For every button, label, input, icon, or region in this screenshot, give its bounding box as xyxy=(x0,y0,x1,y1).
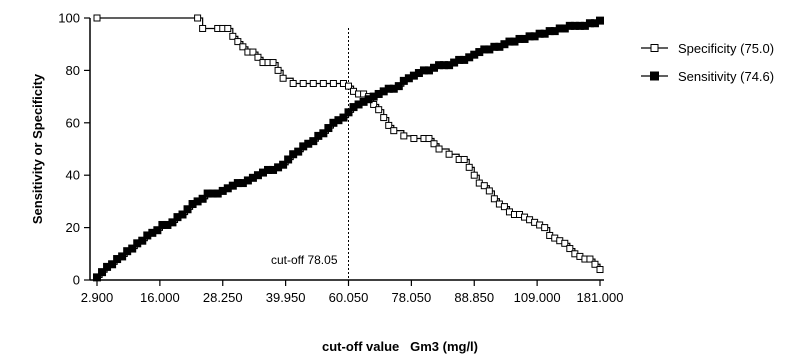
x-tick-label: 181.000 xyxy=(577,290,624,305)
data-point xyxy=(390,127,398,135)
data-point xyxy=(279,160,288,169)
data-point xyxy=(183,205,192,214)
data-point xyxy=(485,187,493,195)
data-point xyxy=(460,155,468,163)
data-point xyxy=(128,244,137,253)
y-tick-label: 20 xyxy=(66,220,80,235)
y-tick-label: 100 xyxy=(58,11,80,26)
data-point xyxy=(198,194,207,203)
data-point xyxy=(284,155,293,164)
data-point xyxy=(344,108,353,117)
x-tick-label: 28.250 xyxy=(203,290,243,305)
series-layer xyxy=(93,14,604,282)
data-point xyxy=(319,129,328,138)
x-axis-title: cut-off value Gm3 (mg/l) xyxy=(322,339,478,354)
data-point xyxy=(541,224,549,232)
legend: Specificity (75.0) Sensitivity (74.6) xyxy=(641,41,774,84)
data-point xyxy=(153,226,162,235)
data-point xyxy=(375,106,383,114)
data-point xyxy=(279,74,287,82)
y-tick-label: 80 xyxy=(66,63,80,78)
data-point xyxy=(430,140,438,148)
data-point xyxy=(249,48,257,56)
data-point xyxy=(138,236,147,245)
x-ticks: 2.900 16.000 28.250 39.950 60.050 78.050 88.85… xyxy=(81,280,624,305)
data-point xyxy=(239,43,247,51)
series-sensitivity xyxy=(93,16,604,282)
x-tick-label: 78.050 xyxy=(391,290,431,305)
x-tick-label: 2.900 xyxy=(81,290,114,305)
data-point xyxy=(234,38,242,46)
data-point xyxy=(274,66,282,74)
data-point xyxy=(178,210,187,219)
data-point xyxy=(410,135,418,143)
x-tick-label: 16.000 xyxy=(140,290,180,305)
y-tick-label: 60 xyxy=(66,115,80,130)
data-point xyxy=(400,132,408,140)
legend-marker xyxy=(650,71,659,81)
data-point xyxy=(566,245,574,253)
cutoff-marker: cut-off 78.05 xyxy=(271,28,349,280)
data-point xyxy=(168,218,177,227)
data-point xyxy=(254,53,262,61)
data-point xyxy=(329,80,337,87)
data-point xyxy=(445,150,453,158)
legend-label: Sensitivity (74.6) xyxy=(678,69,774,84)
data-point xyxy=(490,195,498,203)
data-point xyxy=(199,24,207,32)
data-point xyxy=(299,80,307,87)
data-point xyxy=(425,135,433,143)
data-point xyxy=(289,80,297,87)
x-tick-label: 88.850 xyxy=(454,290,494,305)
data-point xyxy=(480,182,488,190)
x-tick-label: 60.050 xyxy=(329,290,369,305)
data-point xyxy=(586,255,594,263)
data-point xyxy=(224,24,232,32)
y-tick-label: 40 xyxy=(66,168,80,183)
y-ticks: 0 20 40 60 80 100 xyxy=(58,11,90,288)
x-tick-label: 39.950 xyxy=(266,290,306,305)
data-point xyxy=(294,147,303,156)
data-point xyxy=(435,145,443,153)
data-point xyxy=(194,14,202,22)
data-point xyxy=(309,80,317,87)
data-point xyxy=(309,137,318,146)
data-point xyxy=(370,100,378,108)
data-point xyxy=(229,32,237,40)
data-point xyxy=(345,82,352,90)
data-point xyxy=(118,252,127,261)
data-point xyxy=(108,260,117,269)
data-point xyxy=(98,268,107,277)
data-point xyxy=(470,171,478,179)
series-specificity xyxy=(93,14,604,274)
data-point xyxy=(324,124,333,133)
legend-label: Specificity (75.0) xyxy=(678,41,774,56)
data-point xyxy=(93,14,101,22)
cutoff-label: cut-off 78.05 xyxy=(271,253,338,267)
series-line xyxy=(97,17,601,270)
data-point xyxy=(380,114,388,122)
data-point xyxy=(269,59,277,67)
axes xyxy=(89,18,604,281)
data-point xyxy=(319,80,327,87)
data-point xyxy=(596,16,604,25)
y-axis-title: Sensitivity or Specificity xyxy=(30,73,45,224)
x-tick-label: 109.000 xyxy=(514,290,561,305)
data-point xyxy=(561,239,569,247)
data-point xyxy=(465,163,473,171)
legend-item: Specificity (75.0) xyxy=(641,41,774,56)
legend-item: Sensitivity (74.6) xyxy=(641,69,774,84)
data-point xyxy=(339,113,348,122)
data-point xyxy=(385,121,393,129)
data-point xyxy=(591,260,599,268)
data-point xyxy=(394,82,403,91)
legend-marker xyxy=(650,44,659,52)
data-point xyxy=(93,273,101,282)
data-point xyxy=(500,203,508,211)
data-point xyxy=(596,266,604,274)
y-tick-label: 0 xyxy=(73,273,80,288)
